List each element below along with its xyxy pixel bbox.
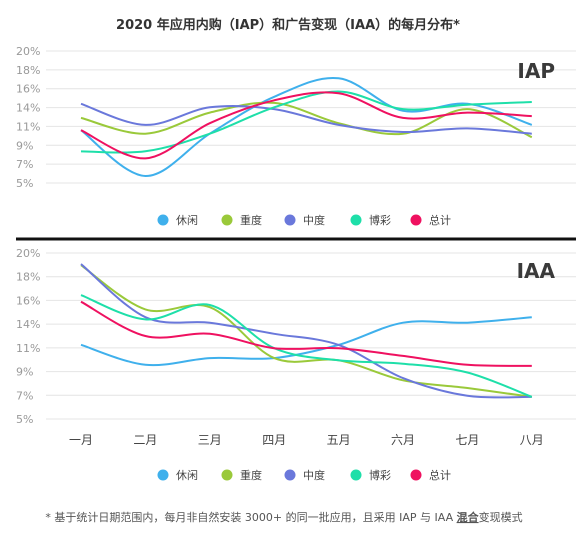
- iap-legend-label: 总计: [429, 213, 451, 227]
- iaa-y-tick-label: 5%: [16, 413, 33, 426]
- x-tick-label: 四月: [262, 433, 286, 447]
- iaa-legend-label: 中度: [303, 468, 325, 482]
- iaa-legend-swatch: [410, 469, 422, 481]
- iap-y-tick-label: 9%: [16, 139, 33, 152]
- iap-legend-label: 博彩: [369, 214, 391, 227]
- x-tick-label: 八月: [520, 433, 544, 447]
- x-tick-label: 五月: [327, 433, 351, 447]
- x-tick-label: 七月: [455, 433, 479, 447]
- iap-legend-label: 重度: [240, 213, 262, 227]
- x-tick-label: 一月: [69, 433, 93, 447]
- iap-y-tick-label: 14%: [16, 102, 40, 115]
- iaa-legend-label: 重度: [240, 468, 262, 482]
- iap-legend-label: 休闲: [176, 213, 198, 227]
- iaa-y-tick-label: 16%: [16, 294, 40, 307]
- iap-y-tick-label: 18%: [16, 64, 40, 77]
- iaa-legend-swatch: [221, 469, 233, 481]
- iap-y-tick-label: 5%: [16, 177, 33, 190]
- footnote-text-end: 变现模式: [479, 510, 523, 524]
- iaa-y-tick-label: 7%: [16, 389, 33, 402]
- iap-legend-swatch: [284, 214, 296, 226]
- iaa-panel: 20% 18% 16% 14% 11% 9% 7% 5% IAA 休闲 重度 中度 博彩 总计: [16, 247, 576, 482]
- iaa-series-line-中度: [80, 263, 532, 399]
- iap-legend-swatch: [410, 214, 422, 226]
- iap-panel-label: IAP: [517, 59, 555, 83]
- iaa-y-tick-label: 9%: [16, 366, 33, 379]
- iaa-panel-label: IAA: [517, 259, 556, 283]
- iaa-legend-label: 博彩: [369, 469, 391, 482]
- iap-series-line-博彩: [80, 90, 532, 154]
- iap-series-line-重度: [80, 101, 533, 139]
- iap-y-tick-label: 7%: [16, 158, 33, 171]
- iap-legend-swatch: [350, 214, 362, 226]
- iaa-y-tick-label: 18%: [16, 271, 40, 284]
- iap-legend-swatch: [221, 214, 233, 226]
- iaa-legend-label: 总计: [429, 468, 451, 482]
- iaa-legend-swatch: [350, 469, 362, 481]
- iap-series-line-休闲: [80, 76, 533, 178]
- iaa-series-line-博彩: [80, 294, 533, 398]
- iap-series-line-中度: [80, 102, 532, 135]
- iaa-legend-swatch: [284, 469, 296, 481]
- iaa-series-line-重度: [80, 264, 532, 398]
- iaa-series-line-休闲: [80, 316, 532, 367]
- x-tick-label: 六月: [391, 433, 415, 447]
- footnote: * 基于统计日期范围内，每月非自然安装 3000+ 的同一批应用，且采用 IAP…: [45, 510, 522, 524]
- iaa-y-tick-label: 11%: [16, 342, 40, 355]
- iap-y-tick-label: 16%: [16, 83, 40, 96]
- footnote-bold-text: 混合: [457, 510, 480, 524]
- x-tick-label: 二月: [133, 433, 157, 447]
- chart-title: 2020 年应用内购（IAP）和广告变现（IAA）的每月分布*: [116, 17, 460, 33]
- x-tick-label: 三月: [198, 433, 222, 447]
- iap-legend-label: 中度: [303, 213, 325, 227]
- iaa-legend-swatch: [157, 469, 169, 481]
- iaa-legend-label: 休闲: [176, 468, 198, 482]
- iap-panel: 20% 18% 16% 14% 11% 9% 7% 5% IAP 休闲 重度 中度 博彩 总计: [16, 45, 576, 227]
- footnote-text: * 基于统计日期范围内，每月非自然安装 3000+ 的同一批应用，且采用 IAP…: [45, 510, 456, 524]
- iap-y-tick-label: 11%: [16, 120, 40, 133]
- iap-series-line-总计: [80, 91, 532, 160]
- iaa-series-line-总计: [80, 300, 532, 367]
- iap-legend-swatch: [157, 214, 169, 226]
- iap-y-tick-label: 20%: [16, 45, 40, 58]
- iaa-y-tick-label: 20%: [16, 247, 40, 260]
- iaa-y-tick-label: 14%: [16, 318, 40, 331]
- x-axis: 一月 二月 三月 四月 五月 六月 七月 八月: [69, 433, 544, 447]
